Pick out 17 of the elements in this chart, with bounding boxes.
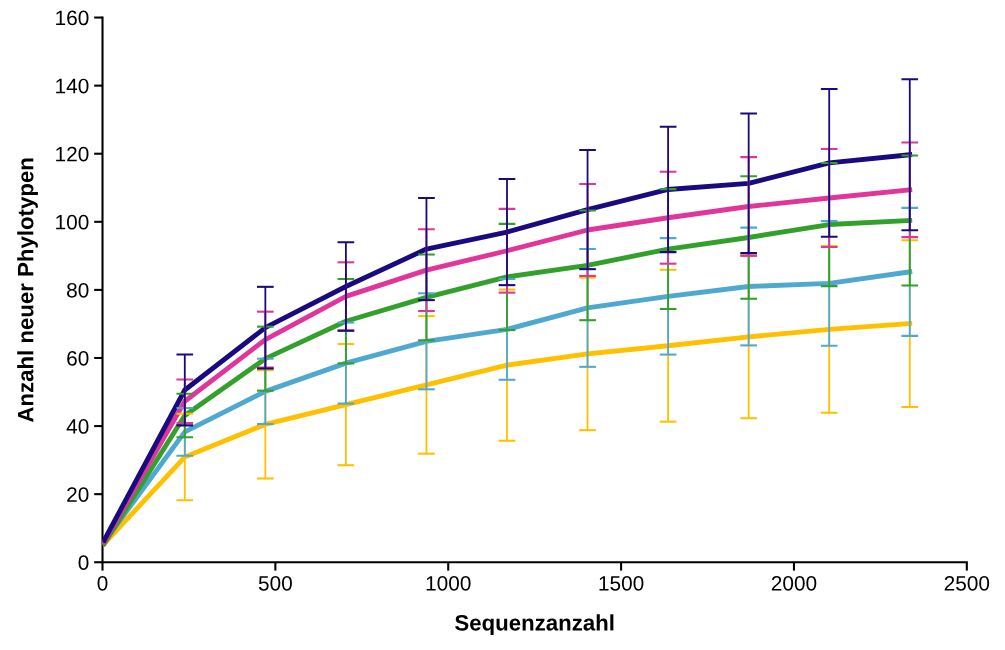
y-tick-label: 80 (67, 282, 89, 298)
y-tick-label: 160 (56, 10, 89, 26)
y-tick-label: 0 (78, 555, 89, 570)
y-tick-label: 120 (56, 146, 89, 162)
x-tick-label: 2500 (944, 575, 990, 591)
x-tick-label: 1000 (426, 575, 471, 591)
x-axis-title: Sequenzanzahl (455, 614, 614, 636)
y-tick-label: 20 (67, 487, 89, 502)
y-axis-title: Anzahl neuer Phylotypen (17, 158, 38, 423)
x-tick-label: 1500 (599, 575, 644, 591)
y-tick-label: 100 (56, 214, 89, 230)
x-tick-label: 500 (258, 575, 292, 591)
y-tick-label: 40 (66, 419, 89, 434)
y-tick-label: 140 (56, 78, 89, 94)
y-tick-label: 60 (67, 350, 89, 366)
x-tick-label: 2000 (771, 575, 817, 591)
x-tick-label: 0 (97, 575, 108, 591)
